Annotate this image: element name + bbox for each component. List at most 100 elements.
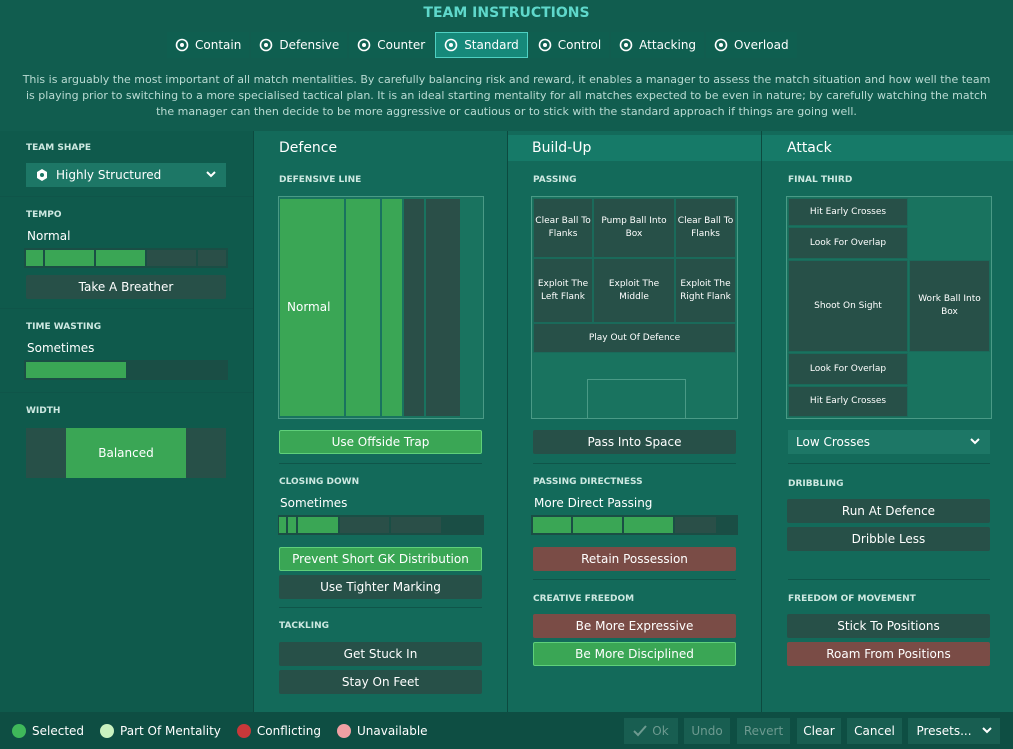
divider (507, 131, 508, 712)
zone[interactable]: Play Out Of Defence (533, 323, 736, 353)
legend-dot (236, 724, 251, 738)
icon (37, 169, 47, 181)
tab-icon (714, 38, 728, 52)
bar-segment (624, 517, 673, 533)
instruction-button[interactable]: Be More Disciplined (533, 642, 736, 666)
passing-pitch: Clear Ball To Flanks Pump Ball Into Box … (531, 196, 738, 419)
instruction-button[interactable]: Prevent Short GK Distribution (279, 547, 482, 571)
section-label: DEFENSIVE LINE (279, 175, 362, 185)
zone[interactable]: Exploit The Right Flank (675, 258, 736, 323)
zone[interactable]: Exploit The Left Flank (533, 258, 593, 323)
bar-segment (340, 517, 389, 533)
legend: Selected Part Of Mentality Conflicting Unav… (12, 724, 428, 738)
tab[interactable]: Defensive (251, 32, 348, 58)
instruction-button[interactable]: Dribble Less (787, 527, 990, 551)
line-value: Normal (287, 300, 331, 314)
tab-icon (538, 38, 552, 52)
zone[interactable]: Look For Overlap (788, 227, 908, 259)
bar-segment (147, 250, 196, 266)
bar-segment (279, 517, 286, 533)
instruction-button[interactable]: Get Stuck In (279, 642, 482, 666)
section-label: TIME WASTING (26, 322, 102, 332)
dropdown[interactable]: Low Crosses (788, 430, 990, 454)
action-button: Undo (684, 718, 730, 744)
left-panel (0, 131, 253, 712)
tab[interactable]: Attacking (611, 32, 705, 58)
zone[interactable]: Shoot On Sight (788, 260, 908, 352)
instruction-button[interactable]: Retain Possession (533, 547, 736, 571)
instruction-button[interactable]: Stay On Feet (279, 670, 482, 694)
directness-bar (531, 515, 738, 535)
zone[interactable]: Clear Ball To Flanks (675, 198, 736, 258)
zone[interactable]: Look For Overlap (788, 353, 908, 385)
action-button[interactable]: Presets... (908, 718, 1000, 744)
action-button: Ok (624, 718, 678, 744)
tempo-bar (24, 248, 228, 268)
instruction-button[interactable]: Use Offside Trap (279, 430, 482, 454)
zone[interactable]: Hit Early Crosses (788, 198, 908, 226)
action-button[interactable]: Cancel (847, 718, 902, 744)
tab-icon (175, 38, 189, 52)
tab-label: Overload (734, 38, 789, 52)
footer (0, 712, 1013, 749)
line-zone (382, 199, 402, 416)
separator (0, 196, 253, 197)
tab[interactable]: Contain (167, 32, 250, 58)
zone[interactable]: Exploit The Middle (593, 258, 675, 323)
separator (279, 463, 482, 464)
chevron (981, 727, 992, 734)
chevron (970, 438, 980, 445)
legend-item: Unavailable (336, 724, 428, 738)
tab-label: Contain (195, 38, 242, 52)
tab-label: Standard (464, 38, 519, 52)
tab-label: Control (557, 38, 602, 52)
zone[interactable]: Work Ball Into Box (909, 260, 990, 352)
separator (788, 463, 990, 464)
tab-icon (357, 38, 371, 52)
instruction-button[interactable]: Use Tighter Marking (279, 575, 482, 599)
legend-label: Selected (32, 724, 85, 738)
bar-segment (298, 517, 338, 533)
instruction-button[interactable]: Pass Into Space (533, 430, 736, 454)
line-zone (280, 199, 344, 416)
tab[interactable]: Control (529, 32, 610, 58)
action-button[interactable]: Clear (797, 718, 841, 744)
defensive-line-pitch: Normal (278, 196, 484, 419)
action-label: Ok (652, 724, 669, 738)
width-selection (66, 428, 186, 478)
separator (0, 308, 253, 309)
tab-icon (260, 38, 273, 52)
line-zone (426, 199, 460, 416)
tab[interactable]: Overload (706, 32, 797, 58)
bar-segment (675, 517, 716, 533)
instruction-button[interactable]: Be More Expressive (533, 614, 736, 638)
dropdown[interactable]: Highly Structured (26, 163, 226, 187)
instruction-button[interactable]: Stick To Positions (787, 614, 990, 638)
section-label: DRIBBLING (788, 479, 844, 489)
instruction-button[interactable]: Run At Defence (787, 499, 990, 523)
zone[interactable]: Clear Ball To Flanks (533, 198, 593, 258)
legend-label: Conflicting (256, 724, 321, 738)
line-zone (404, 199, 424, 416)
column-title: Defence (279, 140, 338, 156)
separator (533, 579, 736, 580)
zone[interactable]: Pump Ball Into Box (593, 198, 675, 258)
instruction-button[interactable]: Roam From Positions (787, 642, 990, 666)
title: TEAM INSTRUCTIONS (423, 5, 590, 21)
action-button: Revert (737, 718, 790, 744)
legend-dot (12, 724, 26, 738)
tab[interactable]: Counter (349, 32, 434, 58)
setting-value: Sometimes (27, 341, 95, 355)
instruction-button[interactable]: Take A Breather (26, 275, 226, 299)
zone[interactable]: Hit Early Crosses (788, 386, 908, 417)
tab[interactable]: Standard (435, 32, 528, 58)
description: This is arguably the most important of a… (22, 73, 991, 118)
tab-label: Attacking (639, 38, 697, 52)
legend-dot (100, 724, 115, 738)
bar-segment (26, 250, 43, 266)
bar-segment (96, 250, 145, 266)
action-label: Undo (691, 724, 723, 738)
width-pitch: Balanced (26, 428, 226, 478)
tab-label: Counter (377, 38, 426, 52)
width-value: Balanced (98, 446, 154, 460)
